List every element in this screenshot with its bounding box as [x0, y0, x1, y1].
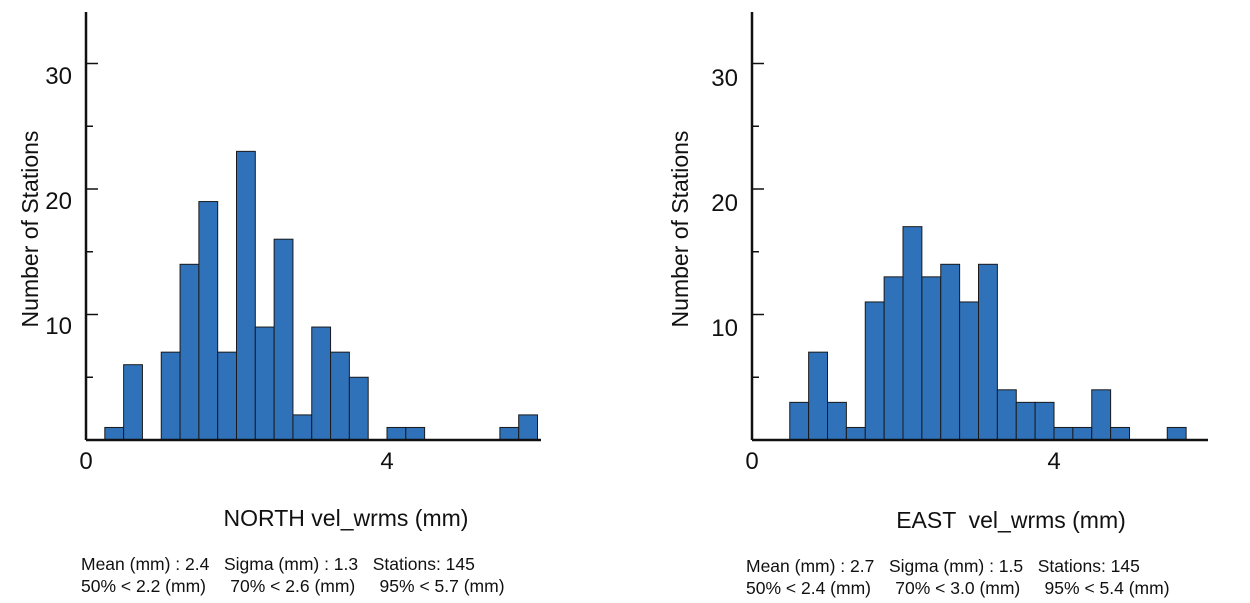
north-y-tick-label-10: 10	[45, 313, 72, 340]
east-y-minor-ticks	[752, 62, 764, 378]
east-x-tick-label-0: 0	[745, 448, 758, 475]
north-y-tick-label-20: 20	[45, 188, 72, 215]
north-bar-2.75	[292, 414, 313, 441]
east-bar-0.5	[789, 401, 810, 441]
east-bar-1.25	[845, 426, 866, 441]
north-bar-1.25	[179, 263, 200, 441]
north-y-minor-ticks	[86, 62, 98, 378]
north-stats-line-1: Mean (mm) : 2.4 Sigma (mm) : 1.3 Station…	[81, 554, 475, 574]
east-bar-4.5	[1091, 389, 1112, 441]
east-bar-4.75	[1110, 426, 1131, 441]
north-bar-2.5	[273, 238, 294, 441]
histogram-east: 30 20 10 0 4 Number of Stations EAST vel…	[667, 12, 1208, 598]
east-stats-line-2: 50% < 2.4 (mm) 70% < 3.0 (mm) 95% < 5.4 …	[746, 578, 1170, 598]
east-bar-2.25	[921, 276, 942, 441]
north-x-tick-label-4: 4	[380, 448, 393, 475]
north-bar-5.5	[499, 426, 520, 441]
east-y-tick-label-30: 30	[711, 65, 738, 92]
north-bar-0.25	[104, 426, 125, 441]
east-x-axis-title: EAST vel_wrms (mm)	[896, 507, 1126, 533]
north-bar-5.75	[518, 414, 539, 441]
north-bar-1.75	[217, 351, 238, 441]
east-bar-1.5	[864, 301, 885, 441]
east-bar-3.25	[996, 389, 1017, 441]
north-bar-1.5	[198, 201, 219, 441]
east-bar-3.75	[1034, 401, 1055, 441]
north-stats-line-2: 50% < 2.2 (mm) 70% < 2.6 (mm) 95% < 5.7 …	[81, 576, 505, 596]
north-bar-3	[311, 326, 332, 441]
east-bar-2.5	[940, 263, 961, 441]
north-x-axis-title: NORTH vel_wrms (mm)	[224, 505, 469, 531]
east-y-tick-label-10: 10	[711, 315, 738, 342]
east-y-axis-title: Number of Stations	[667, 131, 693, 328]
north-bar-1	[160, 351, 181, 441]
north-x-tick-label-0: 0	[79, 448, 92, 475]
east-stats-line-1: Mean (mm) : 2.7 Sigma (mm) : 1.5 Station…	[746, 556, 1140, 576]
north-bar-4	[386, 426, 407, 441]
east-bar-0.75	[808, 351, 829, 441]
east-x-tick-label-4: 4	[1047, 448, 1060, 475]
east-bar-4	[1053, 426, 1074, 441]
east-bar-2.75	[959, 301, 980, 441]
north-bar-0.5	[123, 364, 143, 441]
north-y-tick-label-30: 30	[45, 63, 72, 90]
north-bar-2	[236, 150, 256, 441]
east-bar-1.75	[883, 276, 904, 441]
east-bar-5.5	[1166, 426, 1187, 441]
east-bar-1	[827, 401, 847, 441]
east-bar-3.5	[1015, 401, 1036, 441]
east-bar-2	[902, 226, 923, 441]
east-bars	[789, 226, 1187, 441]
north-bar-4.25	[405, 426, 426, 441]
north-y-axis-title: Number of Stations	[17, 131, 43, 328]
north-bar-2.25	[254, 326, 275, 441]
north-bar-3.5	[348, 376, 369, 441]
east-bar-3	[978, 263, 998, 441]
east-bar-4.25	[1072, 426, 1093, 441]
north-bar-3.25	[330, 351, 350, 441]
north-bars	[104, 150, 539, 441]
east-y-tick-label-20: 20	[711, 190, 738, 217]
histogram-north: 30 20 10 0 4 Number of Stations NORTH ve…	[17, 12, 541, 596]
